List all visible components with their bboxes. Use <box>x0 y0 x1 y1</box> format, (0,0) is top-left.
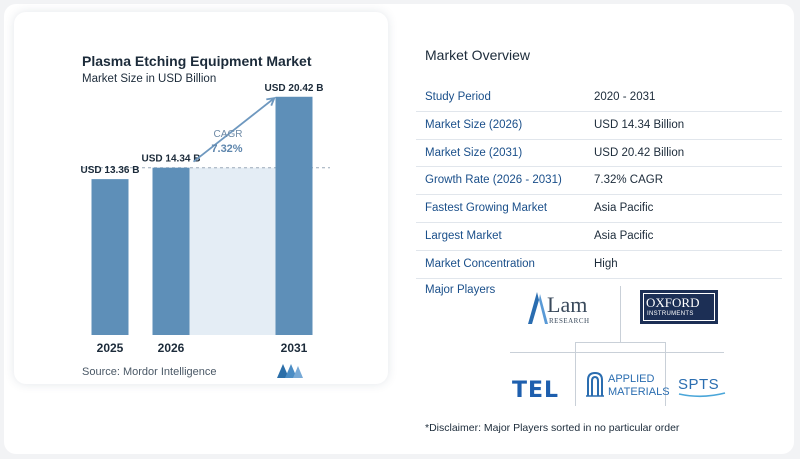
grid-divider <box>575 342 665 343</box>
overview-row-value: 2020 - 2031 <box>594 91 656 103</box>
disclaimer-text: *Disclaimer: Major Players sorted in no … <box>425 422 680 434</box>
applied-line1: APPLIED <box>608 373 655 385</box>
value-label: USD 13.36 B <box>81 165 140 176</box>
overview-table: Study Period 2020 - 2031 Market Size (2026… <box>416 84 782 279</box>
overview-row-value: USD 20.42 Billion <box>594 146 685 159</box>
oxford-instruments-logo: OXFORD INSTRUMENTS <box>640 290 718 324</box>
applied-materials-logo: APPLIED MATERIALS <box>585 368 670 402</box>
cagr-value: 7.32% <box>211 143 242 155</box>
oxford-logo-frame <box>643 293 715 321</box>
cagr-arrow <box>192 97 276 163</box>
overview-row-label: Market Concentration <box>425 257 535 270</box>
spts-swoosh-icon <box>678 392 726 398</box>
overview-row: Largest Market Asia Pacific <box>416 223 782 251</box>
overview-row: Study Period 2020 - 2031 <box>416 84 782 112</box>
overview-row-value: 7.32% CAGR <box>594 174 664 187</box>
overview-row-label: Fastest Growing Market <box>425 202 548 215</box>
overview-row: Fastest Growing Market Asia Pacific <box>416 195 782 223</box>
category-label: 2025 <box>97 341 124 355</box>
overview-row-value: Asia Pacific <box>594 202 654 215</box>
overview-row-label: Market Size (2031) <box>425 146 523 159</box>
overview-row-label: Growth Rate (2026 - 2031) <box>425 174 562 187</box>
oxford-line1: OXFORD <box>646 295 700 310</box>
overview-row: Market Size (2026) USD 14.34 Billion <box>416 112 782 140</box>
applied-materials-icon <box>586 371 604 397</box>
tel-wordmark: TEL <box>512 378 560 403</box>
overview-row-value: USD 14.34 Billion <box>594 118 685 131</box>
lam-research-logo: Lam RESEARCH <box>527 290 597 330</box>
grid-divider <box>575 342 576 406</box>
tel-logo: TEL <box>512 378 559 403</box>
grid-divider <box>510 352 724 353</box>
overview-row-value: High <box>594 257 618 270</box>
lam-subtitle: RESEARCH <box>549 317 590 325</box>
spts-logo: SPTS <box>678 376 728 398</box>
chart-title: Plasma Etching Equipment Market <box>82 53 312 69</box>
value-label: USD 14.34 B <box>142 154 201 165</box>
source-text: Source: Mordor Intelligence <box>82 366 217 378</box>
spts-wordmark: SPTS <box>678 376 720 393</box>
bar <box>152 167 190 335</box>
cagr-label: CAGR <box>214 129 243 140</box>
overview-row-label: Market Size (2026) <box>425 118 523 131</box>
mordor-logo-icon <box>277 364 303 378</box>
lam-swoosh-icon <box>528 292 548 324</box>
overview-row-label: Largest Market <box>425 229 502 242</box>
lam-wordmark: Lam <box>547 292 588 317</box>
bar <box>275 96 313 336</box>
grid-divider <box>620 286 621 342</box>
overview-row-label: Study Period <box>425 91 491 103</box>
overview-row: Market Concentration High <box>416 251 782 279</box>
overview-row: Growth Rate (2026 - 2031) 7.32% CAGR <box>416 167 782 196</box>
overview-title: Market Overview <box>425 47 531 63</box>
value-label: USD 20.42 B <box>265 83 324 94</box>
bar <box>91 179 129 335</box>
grid-divider <box>665 342 666 406</box>
overview-row: Market Size (2031) USD 20.42 Billion <box>416 140 782 168</box>
category-label: 2026 <box>158 341 185 355</box>
bar-chart: USD 13.36 B 2025 USD 14.34 B 2026 USD 20.42 … <box>81 83 330 355</box>
category-label: 2031 <box>281 341 308 355</box>
applied-line2: MATERIALS <box>608 386 670 398</box>
major-players-label: Major Players <box>425 284 496 296</box>
oxford-line2: INSTRUMENTS <box>647 311 694 317</box>
chart-subtitle: Market Size in USD Billion <box>82 73 217 85</box>
overview-row-value: Asia Pacific <box>594 229 654 242</box>
